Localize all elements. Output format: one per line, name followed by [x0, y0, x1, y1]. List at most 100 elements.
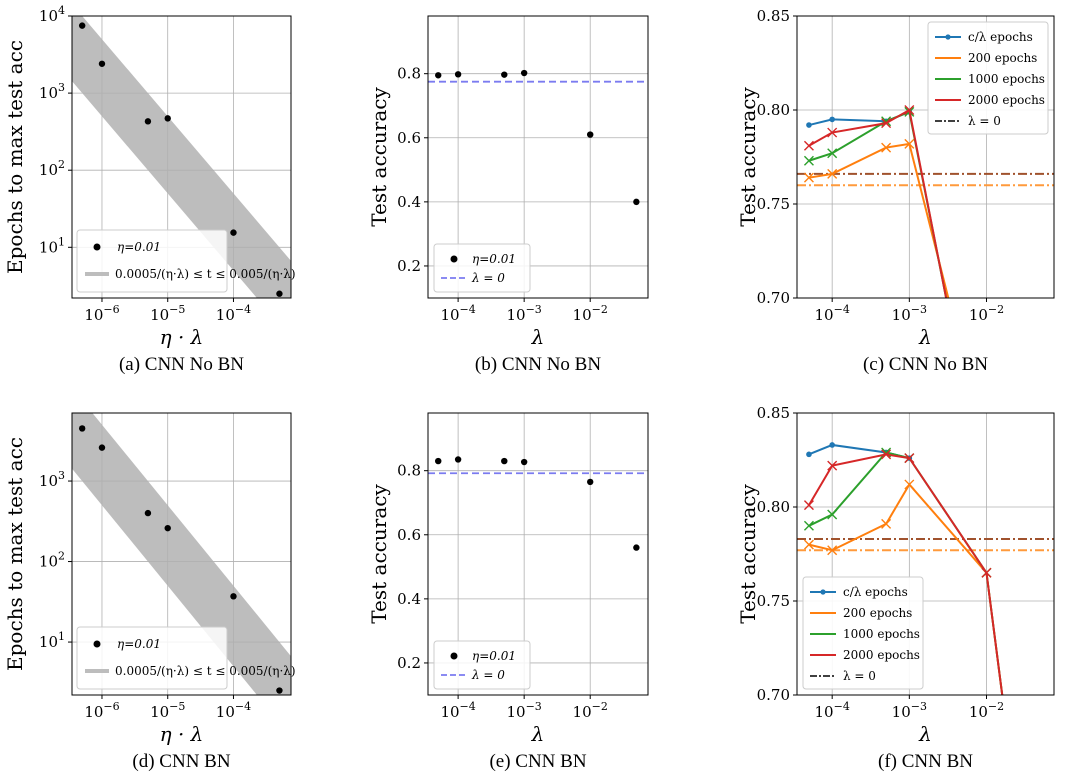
legend-marker: [820, 589, 826, 595]
legend-label: λ = 0: [968, 114, 1001, 128]
chart-panel-c: 10−4 10−3 10−2 0.70 0.75 0.80 0.85 λ Test accura…: [736, 7, 1055, 375]
legend-label: λ = 0: [471, 668, 505, 682]
legend-label: η=0.01: [117, 240, 161, 254]
x-axis-label: λ: [531, 722, 545, 746]
data-point: [144, 118, 152, 125]
data-point: [587, 478, 594, 486]
x-tick-label: 10−5: [150, 700, 185, 721]
y-tick-label: 102: [39, 158, 65, 179]
legend-label: η=0.01: [472, 649, 516, 663]
series-point: [829, 442, 835, 448]
x-tick-label: 10−5: [150, 303, 185, 324]
chart-panel-f: 10−4 10−3 10−2 0.70 0.75 0.80 0.85 λ Test accura…: [736, 404, 1055, 772]
series-point: [881, 518, 892, 529]
series-line-200-epochs: [808, 142, 950, 298]
confidence-band: [72, 413, 291, 695]
axes-frame: [796, 15, 1055, 299]
x-axis-label: λ: [918, 325, 932, 349]
legend-label: 0.0005/(η·λ) ≤ t ≤ 0.005/(η·λ): [115, 267, 296, 281]
y-tick-label: 0.75: [757, 195, 790, 213]
legend-label: 1000 epochs: [843, 627, 920, 641]
legend-label: c/λ epochs: [843, 585, 908, 599]
y-tick-label: 0.85: [757, 7, 790, 25]
series-point: [827, 168, 838, 179]
y-tick-label: 101: [39, 235, 65, 256]
series-point: [827, 148, 838, 159]
y-tick-label: 102: [39, 550, 65, 571]
plot-area: [428, 16, 648, 298]
chart-panel-b: 10−4 10−3 10−2 0.2 0.4 0.6 0.8 λ Test accuracy (b…: [367, 15, 649, 375]
series-point: [829, 116, 835, 123]
legend-label: c/λ epochs: [968, 30, 1033, 44]
plot-area: [428, 413, 648, 695]
data-point: [164, 115, 171, 122]
y-tick-label: 104: [39, 4, 65, 25]
data-point: [435, 457, 442, 465]
series-point: [806, 122, 812, 128]
legend-marker: [450, 652, 458, 660]
y-axis-label: Epochs to max test acc: [3, 437, 27, 671]
series-point: [827, 545, 838, 556]
chart-panel-d: 10−6 10−5 10−4 101 102 103 η · λ Epochs to max …: [3, 412, 296, 772]
series-point: [827, 127, 838, 138]
data-point: [501, 71, 508, 78]
panel-caption: (b) CNN No BN: [475, 354, 601, 375]
axes-frame: [427, 15, 649, 299]
panel-caption: (a) CNN No BN: [119, 354, 244, 375]
series-point: [904, 105, 915, 115]
x-tick-label: 10−4: [440, 700, 475, 721]
legend-label: η=0.01: [117, 637, 161, 651]
legend-label: 1000 epochs: [968, 72, 1045, 86]
x-tick-label: 10−6: [84, 700, 119, 721]
panel-caption: (f) CNN BN: [878, 751, 973, 772]
data-point: [454, 456, 462, 463]
data-point: [633, 544, 640, 551]
y-tick-label: 0.8: [397, 65, 421, 83]
legend-label: 200 epochs: [968, 51, 1037, 65]
y-tick-label: 0.8: [397, 462, 421, 480]
series-point: [803, 155, 814, 166]
data-point: [587, 131, 594, 138]
y-tick-label: 0.85: [757, 404, 790, 422]
series-point: [904, 138, 915, 149]
legend-label: 200 epochs: [843, 606, 912, 620]
legend-marker: [93, 640, 101, 648]
y-axis-label: Epochs to max test acc: [3, 40, 27, 274]
legend-label: 2000 epochs: [968, 93, 1045, 107]
x-tick-label: 10−3: [892, 303, 927, 324]
data-point: [276, 290, 283, 297]
y-tick-label: 0.6: [397, 129, 421, 147]
y-tick-label: 0.70: [757, 686, 790, 704]
y-axis-label: Test accuracy: [367, 87, 391, 227]
legend: η=0.01 λ = 0: [433, 640, 531, 690]
axes-frame: [71, 15, 292, 299]
legend-label: 2000 epochs: [843, 648, 920, 662]
series-point: [803, 500, 814, 511]
x-tick-label: 10−4: [216, 303, 251, 324]
y-tick-label: 0.6: [397, 526, 421, 544]
x-axis-label: η · λ: [160, 325, 204, 349]
data-point: [230, 593, 237, 600]
legend-label: λ = 0: [843, 669, 876, 683]
legend: η=0.01 0.0005/(η·λ) ≤ t ≤ 0.005/(η·λ): [76, 229, 296, 293]
series-point: [803, 140, 814, 151]
x-tick-label: 10−4: [815, 303, 850, 324]
series-point: [981, 567, 992, 578]
x-axis-label: λ: [531, 325, 545, 349]
panel-caption: (c) CNN No BN: [863, 354, 988, 375]
x-tick-label: 10−4: [216, 700, 251, 721]
data-point: [78, 22, 86, 29]
x-tick-label: 10−6: [84, 303, 119, 324]
y-tick-label: 0.80: [757, 498, 790, 516]
data-point: [501, 457, 508, 465]
legend-marker: [450, 255, 458, 263]
axes-frame: [796, 412, 1055, 696]
y-tick-label: 0.75: [757, 592, 790, 610]
x-axis-label: η · λ: [160, 722, 204, 746]
confidence-band: [72, 16, 291, 298]
y-tick-label: 103: [39, 469, 65, 490]
series-point: [904, 479, 915, 490]
x-tick-label: 10−3: [507, 700, 542, 721]
axes-frame: [71, 412, 292, 696]
